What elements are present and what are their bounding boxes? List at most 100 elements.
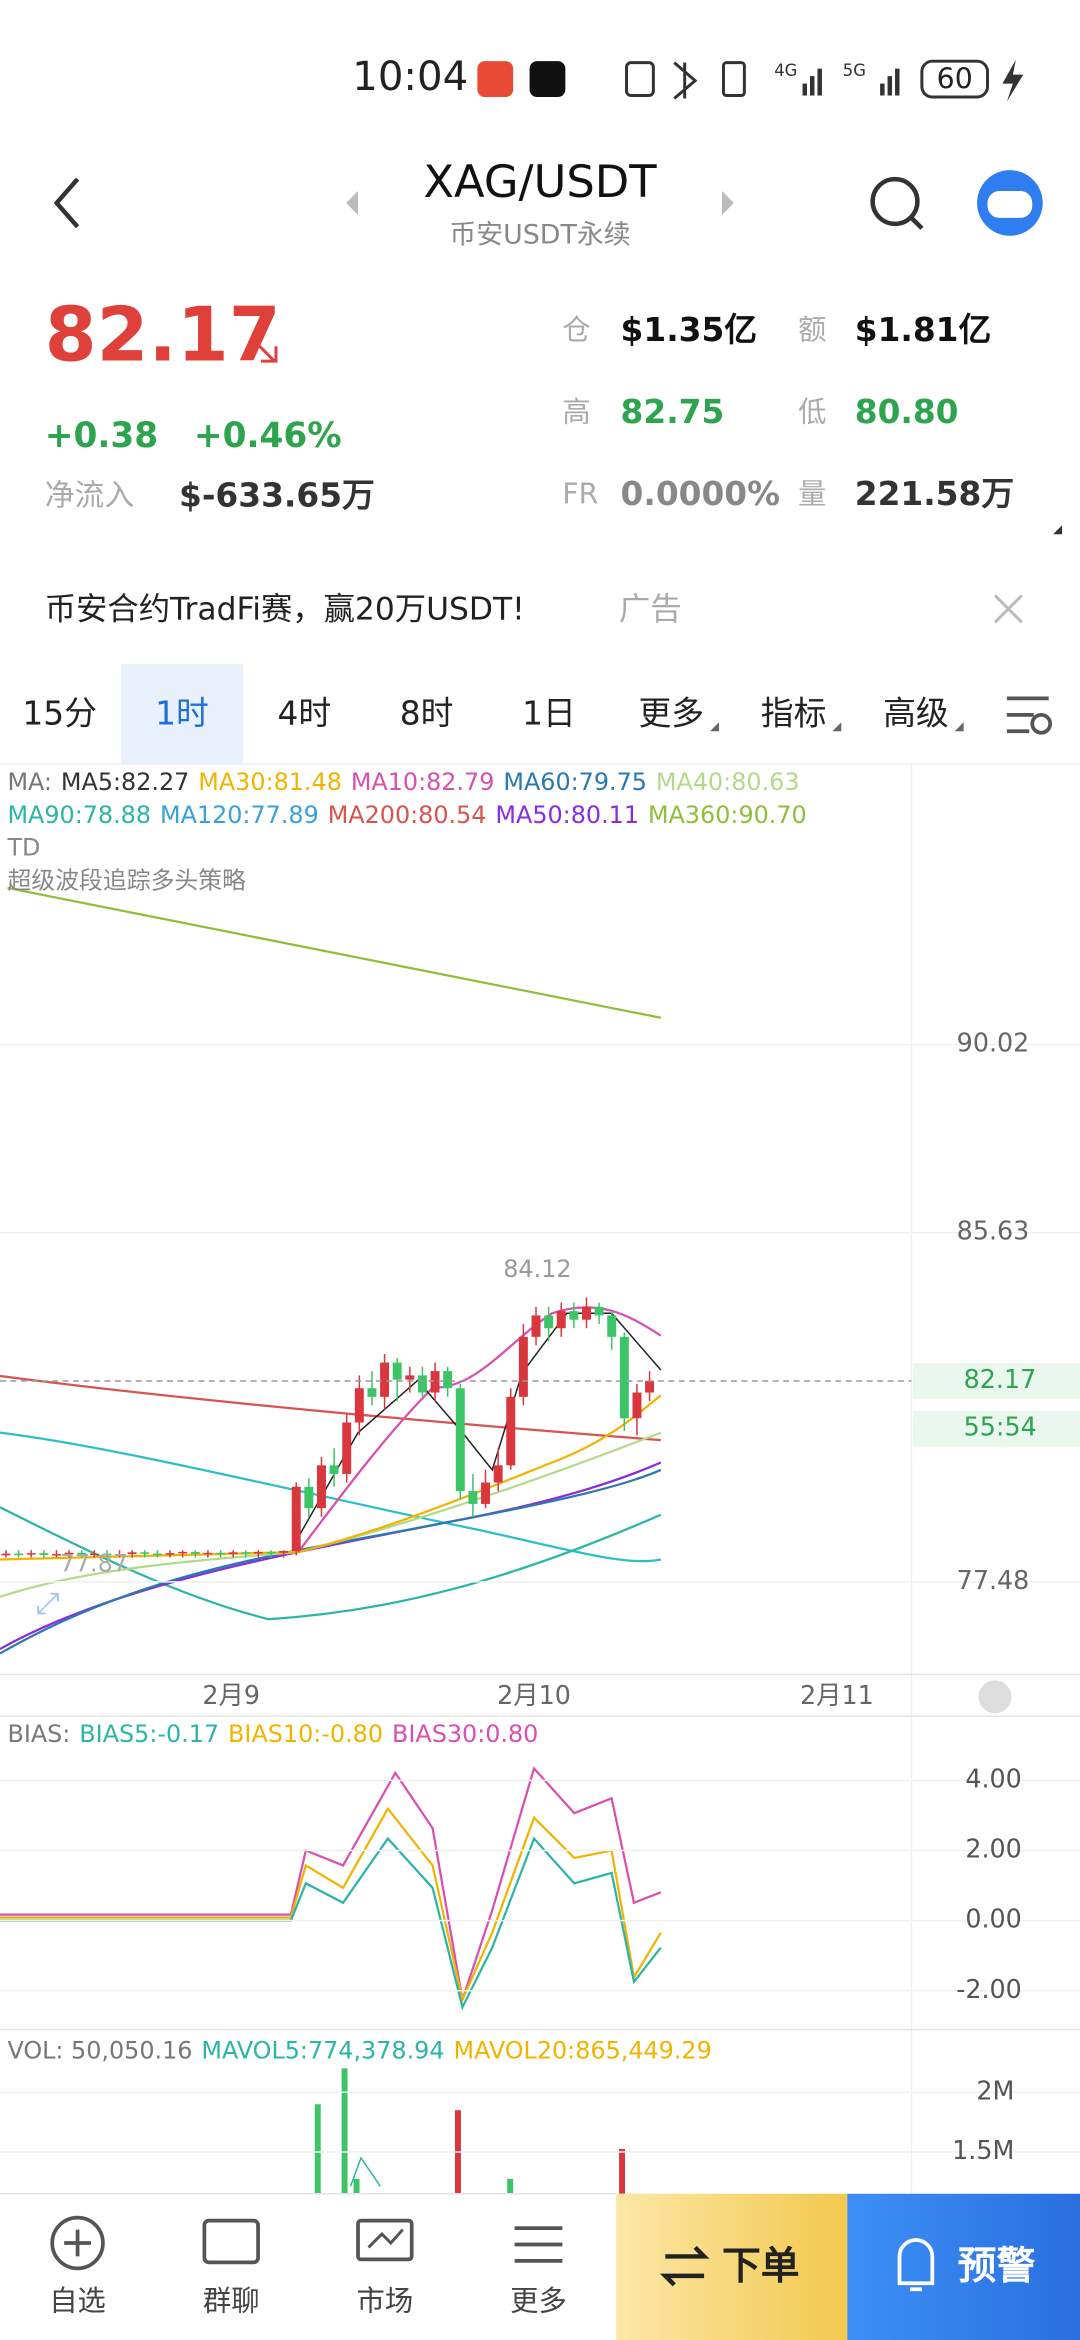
candle-body — [190, 1551, 200, 1554]
banner-tag: 广告 — [619, 591, 682, 627]
assistant-face — [987, 191, 1033, 218]
legend-item: MA40:80.63 — [656, 768, 800, 796]
status-icons: 4G 5G — [625, 61, 900, 100]
candle-body — [506, 1396, 516, 1466]
nav-label[interactable]: 市场 — [357, 2285, 414, 2318]
dropdown-caret — [954, 722, 964, 732]
y-tick-label: 4.00 — [965, 1763, 1021, 1793]
indicator-label: 超级波段追踪多头策略 — [7, 866, 246, 894]
close-banner[interactable] — [993, 594, 1023, 624]
candle-body — [291, 1486, 301, 1552]
nav-label[interactable]: 群聊 — [203, 2285, 260, 2318]
legend-item: MA30:81.48 — [198, 768, 342, 796]
battery — [920, 59, 990, 99]
stat-label: 量 — [798, 477, 826, 510]
timeframe-tab[interactable]: 4时 — [277, 694, 331, 732]
candle-body — [51, 1554, 61, 1556]
candle-body — [518, 1336, 528, 1397]
candle-body — [405, 1375, 415, 1380]
stat-label: FR — [562, 477, 598, 510]
order-button[interactable] — [616, 2193, 848, 2340]
candle-body — [26, 1553, 36, 1555]
volume-bars — [314, 2068, 626, 2194]
charging-icon — [1002, 59, 1024, 102]
legend-item: MA5:82.27 — [61, 768, 189, 796]
legend-item: MA360:90.70 — [648, 801, 807, 829]
legend-item: MA200:80.54 — [328, 801, 487, 829]
stat-value: $1.81亿 — [855, 311, 992, 349]
legend-item: BIAS5:-0.17 — [79, 1720, 219, 1748]
status-icon — [477, 61, 514, 98]
settings-icon[interactable] — [1006, 696, 1049, 734]
candle-body — [77, 1552, 87, 1555]
timeframe-tab[interactable]: 1时 — [155, 694, 209, 732]
nav-label[interactable]: 更多 — [510, 2285, 567, 2318]
y-tick-label: 85.63 — [957, 1216, 1030, 1246]
candle-body — [619, 1336, 629, 1419]
y-tick-label: 1.5M — [952, 2135, 1014, 2165]
legend-item: MA120:77.89 — [160, 801, 319, 829]
net-inflow: $-633.65万 — [179, 476, 375, 514]
timeframe-tab[interactable]: 高级 — [883, 694, 949, 732]
y-tick-label: 2M — [976, 2075, 1014, 2105]
last-price: 82.17 — [45, 292, 281, 379]
next-symbol[interactable] — [721, 191, 734, 215]
candle-body — [64, 1552, 74, 1555]
alert-button[interactable] — [847, 2193, 1080, 2340]
stat-value: 80.80 — [855, 393, 959, 431]
candle-body — [569, 1311, 579, 1320]
candle-body — [367, 1388, 377, 1397]
legend-item: BIAS: — [7, 1720, 70, 1748]
bias-lines — [0, 1766, 662, 2011]
candle-body — [165, 1553, 175, 1555]
nav-label[interactable]: 自选 — [49, 2285, 106, 2318]
action-label[interactable]: 下单 — [722, 2244, 800, 2289]
candle-body — [430, 1371, 440, 1393]
candle-body — [443, 1371, 453, 1389]
candle-body — [127, 1552, 137, 1555]
low-marker: 77.87 — [60, 1550, 128, 1578]
svg-text:4G: 4G — [774, 61, 797, 80]
reset-icon[interactable]: ⤢ — [36, 1586, 60, 1621]
timeframe-tab[interactable]: 更多 — [638, 694, 704, 732]
candle-body — [253, 1551, 263, 1554]
candle-body — [493, 1465, 503, 1483]
search-button[interactable] — [870, 176, 920, 227]
expand[interactable] — [1053, 525, 1063, 535]
candle-body — [216, 1552, 225, 1555]
stat-value: 221.58万 — [855, 475, 1014, 513]
prev-symbol[interactable] — [346, 191, 359, 215]
candle-body — [354, 1388, 364, 1423]
candle-body — [455, 1388, 465, 1492]
timeframe-tab[interactable]: 1日 — [522, 694, 576, 732]
candle-body — [607, 1315, 617, 1337]
candle-body — [266, 1551, 276, 1554]
indicator-label: TD — [6, 834, 40, 862]
symbol: XAG/USDT — [423, 155, 657, 208]
legend-item: BIAS10:-0.80 — [228, 1720, 383, 1748]
timeframe-tab[interactable]: 8时 — [400, 694, 454, 732]
candle-body — [544, 1315, 554, 1329]
legend-item: VOL: 50,050.16 — [7, 2036, 192, 2064]
bell-icon — [897, 2238, 935, 2292]
candle-body — [531, 1315, 541, 1337]
candle-body — [342, 1422, 352, 1474]
stat-label: 低 — [798, 395, 826, 428]
legend-item: MA: — [7, 768, 52, 796]
candle-body — [1, 1553, 11, 1556]
legend-item: BIAS30:0.80 — [392, 1720, 538, 1748]
price-change-pct: +0.46% — [194, 416, 342, 456]
countdown: 55:54 — [964, 1412, 1037, 1442]
candle-body — [152, 1553, 162, 1556]
candle-body — [645, 1380, 655, 1393]
timeframe-tab[interactable]: 指标 — [761, 694, 827, 732]
banner-text[interactable]: 币安合约TradFi赛，赢20万USDT! — [45, 591, 525, 627]
timeframe-tab[interactable]: 15分 — [22, 694, 97, 732]
battery-level: 60 — [937, 63, 973, 96]
action-label[interactable]: 预警 — [958, 2244, 1036, 2289]
candle-body — [329, 1465, 339, 1474]
back-button[interactable] — [53, 177, 80, 229]
candle-body — [89, 1553, 99, 1556]
scroll-latest[interactable] — [978, 1680, 1012, 1714]
